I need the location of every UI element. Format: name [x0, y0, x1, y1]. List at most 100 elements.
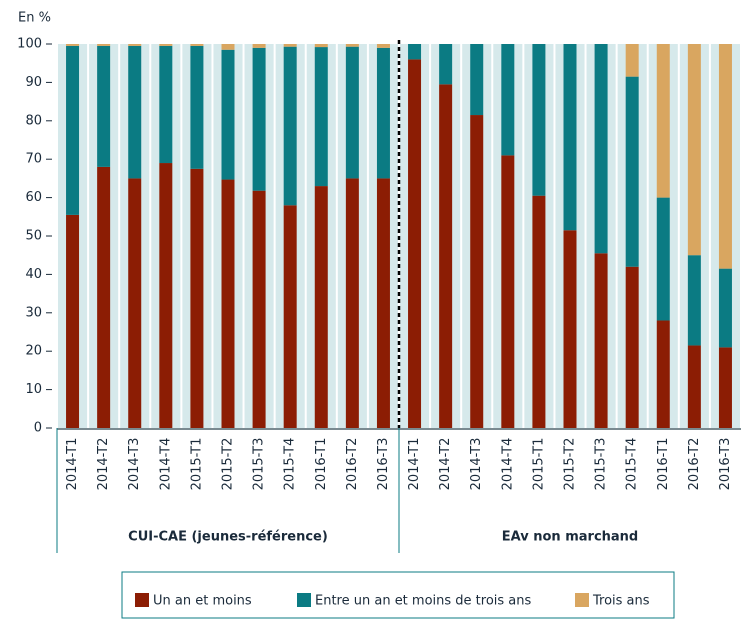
x-tick-label: 2016-T2: [345, 438, 360, 491]
bar-segment: [128, 178, 142, 428]
bar-segment: [718, 268, 732, 348]
bar-segment: [97, 45, 111, 167]
x-tick-label: 2015-T2: [563, 438, 578, 491]
x-tick-label: 2016-T2: [687, 438, 702, 491]
legend-label: Trois ans: [592, 594, 650, 609]
legend-swatch: [135, 593, 149, 607]
group-label: CUI-CAE (jeunes-référence): [128, 530, 328, 545]
y-tick-label: 30: [25, 305, 42, 320]
legend-swatch: [575, 593, 589, 607]
y-tick-label: 10: [25, 382, 42, 397]
bar-segment: [718, 44, 732, 269]
bar-segment: [314, 44, 328, 48]
bar-segment: [687, 44, 701, 256]
x-tick-label: 2015-T4: [283, 438, 298, 491]
bar-segment: [345, 178, 359, 428]
bar-segment: [470, 44, 484, 116]
x-tick-label: 2015-T1: [189, 438, 204, 491]
bar-segment: [159, 44, 173, 46]
bar-segment: [625, 44, 639, 77]
bar-segment: [625, 266, 639, 428]
bar-segment: [97, 166, 111, 428]
bar-segment: [97, 44, 111, 46]
bar-segment: [221, 44, 235, 50]
bar-segment: [128, 44, 142, 46]
x-tick-label: 2015-T3: [252, 438, 267, 491]
y-tick-label: 50: [25, 229, 42, 244]
bar-segment: [190, 168, 204, 429]
x-tick-label: 2014-T4: [158, 438, 173, 491]
bar-segment: [221, 49, 235, 180]
bar-segment: [283, 46, 297, 206]
x-tick-label: 2016-T3: [376, 438, 391, 491]
bar-segment: [345, 46, 359, 179]
x-tick-label: 2014-T1: [65, 438, 80, 491]
x-tick-label: 2014-T4: [500, 438, 515, 491]
x-tick-label: 2014-T3: [127, 438, 142, 491]
bar-segment: [408, 44, 422, 60]
bar-segment: [656, 197, 670, 321]
bar-segment: [408, 59, 422, 429]
y-tick-label: 40: [25, 267, 42, 282]
bar-segment: [159, 163, 173, 429]
bar-segment: [656, 44, 670, 198]
bar-segment: [656, 320, 670, 428]
bar-segment: [376, 47, 390, 179]
bar-segment: [190, 45, 204, 169]
x-tick-label: 2015-T3: [594, 438, 609, 491]
bar-segment: [594, 253, 608, 428]
bar-segment: [283, 44, 297, 47]
bar-segment: [376, 178, 390, 428]
bar-segment: [687, 345, 701, 428]
x-tick-label: 2015-T4: [625, 438, 640, 491]
x-tick-label: 2015-T1: [531, 438, 546, 491]
bar-segment: [314, 186, 328, 428]
bar-segment: [563, 230, 577, 428]
y-tick-label: 80: [25, 113, 42, 128]
bar-segment: [718, 347, 732, 428]
bar-segment: [376, 44, 390, 48]
bar-segment: [252, 44, 266, 48]
y-tick-label: 20: [25, 344, 42, 359]
group-label: EAv non marchand: [502, 530, 638, 545]
bar-segment: [687, 255, 701, 346]
bar-segment: [532, 195, 546, 428]
bar-segment: [563, 44, 577, 231]
bar-segment: [439, 44, 453, 85]
x-tick-label: 2015-T2: [221, 438, 236, 491]
bar-segment: [66, 45, 80, 215]
bar-segment: [128, 45, 142, 179]
y-tick-label: 100: [17, 37, 42, 52]
x-tick-label: 2016-T1: [656, 438, 671, 491]
bar-segment: [283, 205, 297, 428]
bar-segment: [470, 115, 484, 428]
y-tick-label: 60: [25, 190, 42, 205]
bar-segment: [252, 47, 266, 191]
bar-segment: [66, 44, 80, 46]
y-tick-label: 0: [34, 421, 42, 436]
bar-segment: [314, 47, 328, 187]
bar-segment: [252, 190, 266, 428]
y-axis-label: En %: [18, 11, 51, 26]
bar-segment: [221, 179, 235, 428]
bar-segment: [190, 44, 204, 46]
y-tick-label: 90: [25, 75, 42, 90]
x-tick-label: 2016-T1: [314, 438, 329, 491]
x-tick-label: 2016-T3: [718, 438, 733, 491]
x-tick-label: 2014-T3: [469, 438, 484, 491]
x-tick-label: 2014-T2: [96, 438, 111, 491]
y-tick-label: 70: [25, 152, 42, 167]
bar-segment: [532, 44, 546, 196]
bar-segment: [345, 44, 359, 47]
bar-segment: [66, 214, 80, 428]
bar-segment: [159, 45, 173, 164]
bar-segment: [625, 76, 639, 267]
bar-segment: [594, 44, 608, 254]
legend-label: Un an et moins: [153, 594, 252, 609]
legend-swatch: [297, 593, 311, 607]
bar-segment: [501, 155, 515, 429]
x-tick-label: 2014-T2: [438, 438, 453, 491]
bar-segment: [439, 84, 453, 428]
legend-label: Entre un an et moins de trois ans: [315, 594, 532, 609]
